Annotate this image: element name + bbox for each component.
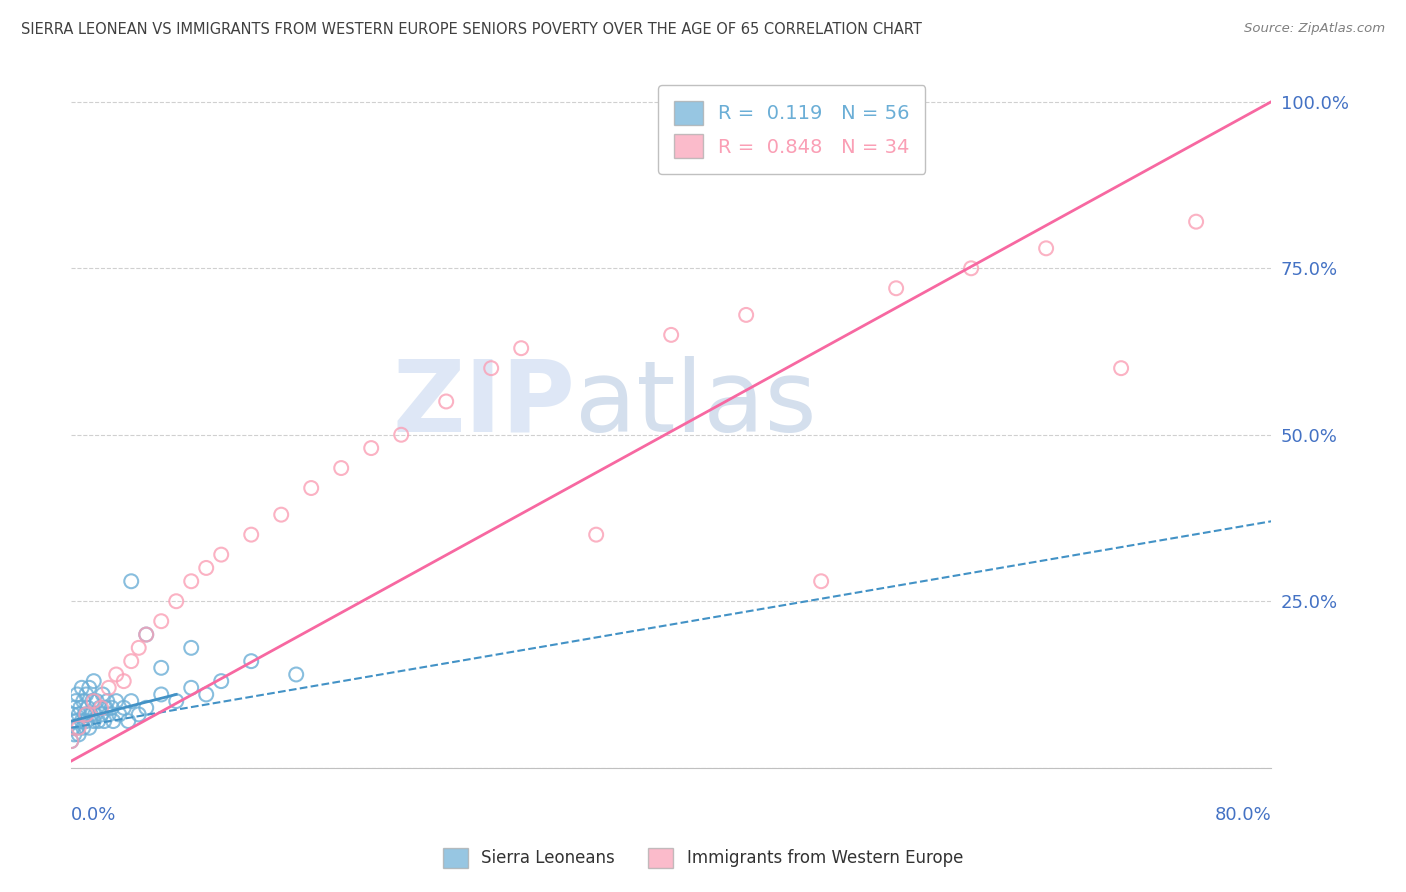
Point — [86, 694, 108, 708]
Point — [65, 714, 87, 728]
Point — [94, 700, 117, 714]
Point — [117, 714, 139, 728]
Point — [72, 694, 94, 708]
Point — [135, 700, 157, 714]
Point — [330, 461, 353, 475]
Point — [128, 640, 150, 655]
Legend: R =  0.119   N = 56, R =  0.848   N = 34: R = 0.119 N = 56, R = 0.848 N = 34 — [658, 86, 925, 174]
Point — [97, 681, 120, 695]
Point — [810, 574, 832, 589]
Point — [240, 654, 263, 668]
Point — [93, 714, 115, 728]
Point — [90, 707, 112, 722]
Point — [434, 394, 457, 409]
Point — [195, 688, 218, 702]
Point — [270, 508, 292, 522]
Point — [735, 308, 758, 322]
Point — [1185, 215, 1208, 229]
Legend: Sierra Leoneans, Immigrants from Western Europe: Sierra Leoneans, Immigrants from Western… — [436, 841, 970, 875]
Point — [285, 667, 308, 681]
Text: Source: ZipAtlas.com: Source: ZipAtlas.com — [1244, 22, 1385, 36]
Point — [299, 481, 322, 495]
Point — [180, 574, 202, 589]
Point — [659, 327, 682, 342]
Point — [83, 694, 105, 708]
Point — [73, 707, 96, 722]
Point — [72, 721, 94, 735]
Point — [165, 594, 187, 608]
Point — [884, 281, 907, 295]
Point — [91, 688, 114, 702]
Point — [60, 734, 83, 748]
Point — [70, 681, 93, 695]
Point — [67, 721, 90, 735]
Point — [112, 674, 135, 689]
Point — [360, 441, 382, 455]
Point — [82, 694, 104, 708]
Point — [80, 707, 103, 722]
Point — [76, 700, 98, 714]
Point — [150, 661, 173, 675]
Point — [75, 707, 97, 722]
Point — [112, 700, 135, 714]
Point — [180, 640, 202, 655]
Point — [96, 694, 118, 708]
Point — [128, 707, 150, 722]
Point — [84, 707, 107, 722]
Point — [87, 714, 110, 728]
Point — [209, 674, 232, 689]
Point — [1035, 241, 1057, 255]
Point — [67, 727, 90, 741]
Point — [195, 561, 218, 575]
Point — [150, 688, 173, 702]
Point — [103, 714, 125, 728]
Text: atlas: atlas — [575, 356, 817, 452]
Point — [70, 714, 93, 728]
Point — [135, 627, 157, 641]
Point — [67, 707, 90, 722]
Point — [75, 714, 97, 728]
Point — [510, 341, 533, 355]
Point — [66, 721, 89, 735]
Point — [83, 714, 105, 728]
Point — [240, 527, 263, 541]
Point — [1109, 361, 1132, 376]
Point — [120, 694, 142, 708]
Text: SIERRA LEONEAN VS IMMIGRANTS FROM WESTERN EUROPE SENIORS POVERTY OVER THE AGE OF: SIERRA LEONEAN VS IMMIGRANTS FROM WESTER… — [21, 22, 922, 37]
Point — [97, 707, 120, 722]
Point — [105, 694, 128, 708]
Point — [62, 707, 84, 722]
Point — [77, 681, 100, 695]
Point — [135, 627, 157, 641]
Point — [960, 261, 983, 276]
Point — [120, 654, 142, 668]
Point — [63, 727, 86, 741]
Point — [389, 427, 412, 442]
Point — [100, 700, 122, 714]
Point — [66, 688, 89, 702]
Point — [62, 721, 84, 735]
Point — [77, 721, 100, 735]
Point — [90, 700, 112, 714]
Point — [150, 614, 173, 628]
Point — [105, 667, 128, 681]
Text: ZIP: ZIP — [392, 356, 575, 452]
Text: 80.0%: 80.0% — [1215, 806, 1271, 824]
Point — [65, 694, 87, 708]
Point — [209, 548, 232, 562]
Point — [75, 688, 97, 702]
Point — [120, 574, 142, 589]
Point — [63, 700, 86, 714]
Point — [83, 674, 105, 689]
Point — [585, 527, 607, 541]
Point — [165, 694, 187, 708]
Point — [180, 681, 202, 695]
Point — [108, 707, 131, 722]
Point — [479, 361, 502, 376]
Point — [89, 700, 111, 714]
Point — [60, 734, 83, 748]
Point — [69, 700, 91, 714]
Text: 0.0%: 0.0% — [72, 806, 117, 824]
